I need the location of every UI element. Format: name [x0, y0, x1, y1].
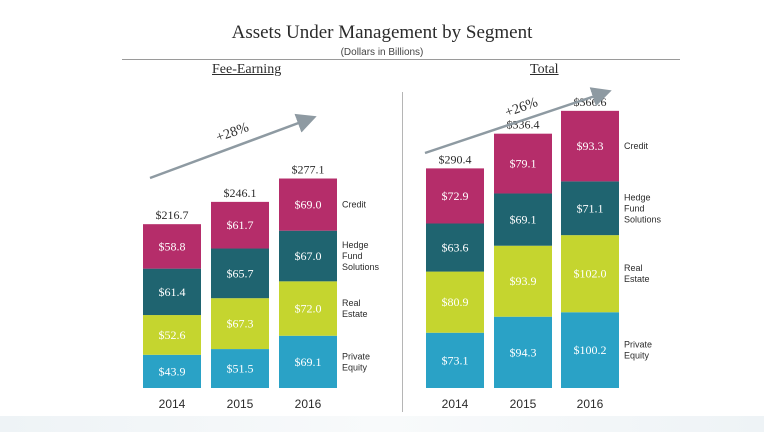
fee-earning-value-label-private-equity-2015: $51.5: [227, 362, 254, 376]
fee-earning-bar-hedge-fund-solutions-2016: [279, 230, 337, 282]
fee-earning-value-label-hedge-fund-solutions-2016: $67.0: [295, 249, 322, 263]
total-legend-hedge-fund-solutions-line-1: Fund: [624, 203, 645, 213]
total-value-label-hedge-fund-solutions-2014: $63.6: [442, 241, 469, 255]
total-bar-credit-2015: [494, 133, 552, 194]
total-year-label-2014: 2014: [442, 397, 469, 411]
total-bar-real-estate-2015: [494, 245, 552, 317]
total-bar-credit-2016: [561, 110, 619, 182]
total-legend-real-estate-line-1: Estate: [624, 274, 650, 284]
total-year-label-2015: 2015: [510, 397, 537, 411]
fee-earning-value-label-private-equity-2016: $69.1: [295, 355, 322, 369]
total-year-label-2016: 2016: [577, 397, 604, 411]
total-value-label-real-estate-2016: $102.0: [574, 267, 607, 281]
total-value-label-credit-2015: $79.1: [510, 157, 537, 171]
fee-earning-value-label-credit-2014: $58.8: [159, 239, 186, 253]
total-value-label-credit-2016: $93.3: [577, 139, 604, 153]
total-bar-real-estate-2016: [561, 235, 619, 313]
fee-earning-legend-real-estate-line-1: Estate: [342, 309, 368, 319]
fee-earning-value-label-real-estate-2015: $67.3: [227, 317, 254, 331]
fee-earning-bar-credit-2014: [143, 224, 201, 269]
fee-earning-bar-credit-2016: [279, 178, 337, 231]
fee-earning-bar-hedge-fund-solutions-2015: [211, 248, 269, 299]
total-value-label-private-equity-2016: $100.2: [574, 343, 607, 357]
total-value-label-hedge-fund-solutions-2016: $71.1: [577, 201, 604, 215]
fee-earning-bar-real-estate-2014: [143, 315, 201, 355]
fee-earning-value-label-credit-2016: $69.0: [295, 198, 322, 212]
fee-earning-legend-real-estate-line-0: Real: [342, 298, 361, 308]
fee-earning-legend-private-equity-line-1: Equity: [342, 362, 368, 372]
fee-earning-value-label-credit-2015: $61.7: [227, 218, 254, 232]
panel-title-total: Total: [530, 62, 559, 77]
total-legend-private-equity-line-0: Private: [624, 340, 652, 350]
total-value-label-private-equity-2014: $73.1: [442, 353, 469, 367]
fee-earning-year-label-2015: 2015: [227, 397, 254, 411]
panel-title-fee-earning: Fee-Earning: [212, 62, 282, 77]
total-bar-hedge-fund-solutions-2015: [494, 193, 552, 246]
fee-earning-bar-real-estate-2015: [211, 298, 269, 350]
total-legend-private-equity-line-1: Equity: [624, 351, 650, 361]
total-value-label-real-estate-2015: $93.9: [510, 274, 537, 288]
total-value-label-hedge-fund-solutions-2015: $69.1: [510, 213, 537, 227]
total-bar-credit-2014: [426, 168, 484, 224]
total-total-label-2014: $290.4: [439, 152, 472, 166]
total-legend-credit-line-0: Credit: [624, 141, 649, 151]
total-value-label-real-estate-2014: $80.9: [442, 295, 469, 309]
fee-earning-legend-credit-line-0: Credit: [342, 200, 367, 210]
bottom-band: [0, 416, 764, 432]
chart-title: Assets Under Management by Segment: [231, 22, 533, 43]
total-legend-hedge-fund-solutions-line-2: Solutions: [624, 214, 662, 224]
total-bar-private-equity-2015: [494, 316, 552, 388]
fee-earning-legend-private-equity-line-0: Private: [342, 351, 370, 361]
fee-earning-bar-private-equity-2015: [211, 349, 269, 388]
fee-earning-legend-hedge-fund-solutions-line-1: Fund: [342, 251, 363, 261]
fee-earning-growth-arrow: [149, 113, 317, 180]
fee-earning-bar-real-estate-2016: [279, 281, 337, 336]
total-value-label-private-equity-2015: $94.3: [510, 345, 537, 359]
fee-earning-value-label-real-estate-2016: $72.0: [295, 302, 322, 316]
total-growth-arrow: [424, 87, 612, 155]
fee-earning-total-label-2016: $277.1: [292, 163, 325, 177]
fee-earning-value-label-hedge-fund-solutions-2014: $61.4: [159, 285, 186, 299]
total-bar-hedge-fund-solutions-2016: [561, 181, 619, 236]
total-total-label-2015: $336.4: [507, 118, 540, 132]
fee-earning-legend-hedge-fund-solutions-line-0: Hedge: [342, 240, 369, 250]
fee-earning-value-label-real-estate-2014: $52.6: [159, 328, 186, 342]
chart-subtitle: (Dollars in Billions): [340, 47, 424, 58]
fee-earning-total-label-2014: $216.7: [156, 208, 189, 222]
fee-earning-bar-private-equity-2014: [143, 354, 201, 388]
total-bar-private-equity-2014: [426, 332, 484, 388]
fee-earning-bar-credit-2015: [211, 201, 269, 249]
total-bar-real-estate-2014: [426, 271, 484, 333]
total-legend-hedge-fund-solutions-line-0: Hedge: [624, 192, 651, 202]
fee-earning-year-label-2014: 2014: [159, 397, 186, 411]
fee-earning-value-label-hedge-fund-solutions-2015: $65.7: [227, 266, 254, 280]
total-bar-hedge-fund-solutions-2014: [426, 223, 484, 272]
fee-earning-total-label-2015: $246.1: [224, 186, 257, 200]
fee-earning-value-label-private-equity-2014: $43.9: [159, 364, 186, 378]
title-rule: [122, 59, 680, 60]
fee-earning-bar-private-equity-2016: [279, 335, 337, 388]
panel-divider: [402, 92, 403, 412]
fee-earning-bar-hedge-fund-solutions-2014: [143, 268, 201, 316]
total-bar-private-equity-2016: [561, 312, 619, 388]
total-legend-real-estate-line-0: Real: [624, 263, 643, 273]
fee-earning-year-label-2016: 2016: [295, 397, 322, 411]
fee-earning-legend-hedge-fund-solutions-line-2: Solutions: [342, 262, 380, 272]
total-value-label-credit-2014: $72.9: [442, 189, 469, 203]
